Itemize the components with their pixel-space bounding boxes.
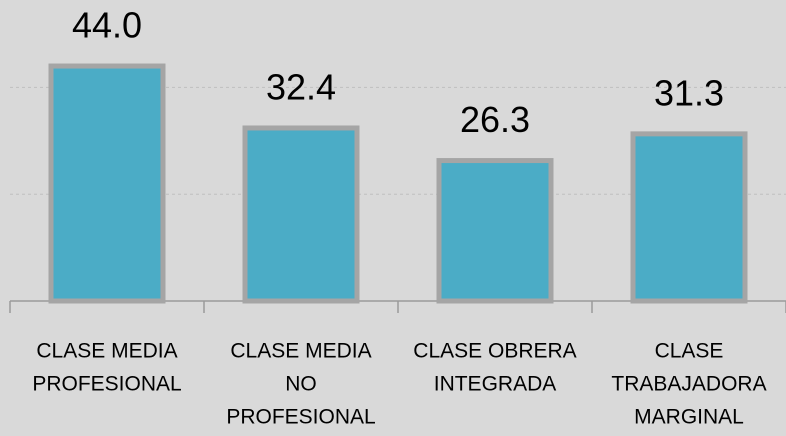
data-label: 32.4 (266, 66, 336, 107)
x-tick-label: CLASE MEDIA (36, 340, 177, 363)
x-tick-label: PROFESIONAL (32, 373, 181, 396)
data-label: 44.0 (72, 5, 142, 46)
bar (630, 131, 748, 304)
x-tick-label: INTEGRADA (434, 373, 557, 396)
bar (48, 63, 166, 304)
bar (242, 125, 360, 304)
x-tick-label: MARGINAL (634, 406, 744, 429)
x-tick-label: PROFESIONAL (226, 406, 375, 429)
x-tick-label: CLASE (655, 340, 724, 363)
data-label: 31.3 (654, 72, 724, 113)
bar (436, 158, 554, 304)
data-label: 26.3 (460, 99, 530, 140)
x-tick-label: TRABAJADORA (611, 373, 766, 396)
x-tick-label: CLASE OBRERA (413, 340, 576, 363)
x-tick-label: NO (285, 373, 317, 396)
x-tick-label: CLASE MEDIA (230, 340, 371, 363)
